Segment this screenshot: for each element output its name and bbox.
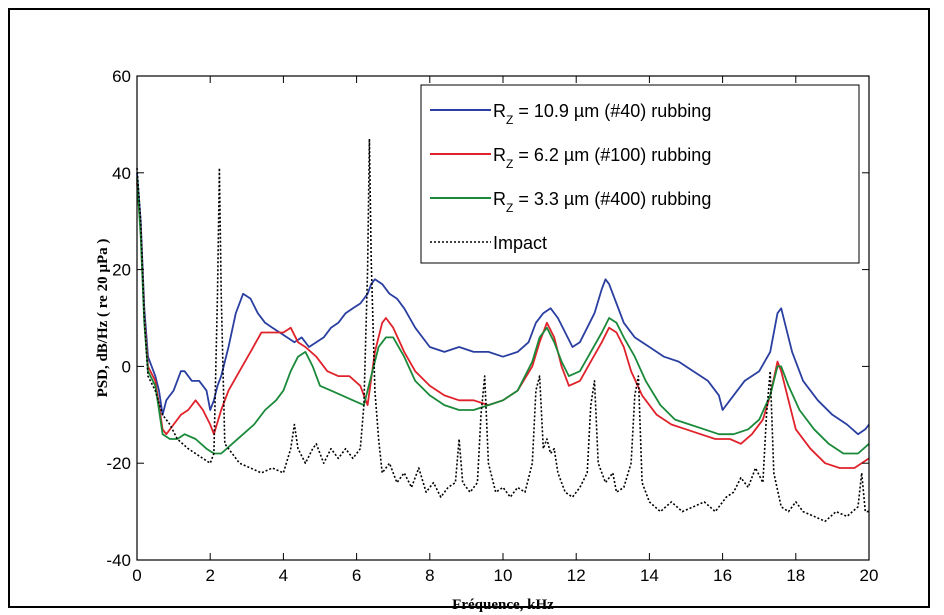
x-axis-label: Fréquence, kHz: [452, 597, 554, 613]
legend-label: RZ = 10.9 µm (#40) rubbing: [493, 101, 711, 127]
series-line-1: [136, 172, 870, 436]
x-tick-label: 18: [786, 566, 805, 585]
x-tick-label: 14: [640, 566, 659, 585]
legend: RZ = 10.9 µm (#40) rubbing RZ = 6.2 µm (#…: [420, 84, 860, 264]
x-tick-label: 20: [860, 566, 879, 585]
x-tick-label: 10: [494, 566, 513, 585]
legend-label: RZ = 6.2 µm (#100) rubbing: [493, 145, 711, 171]
series-line-3: [136, 177, 870, 455]
legend-label: RZ = 3.3 µm (#400) rubbing: [493, 189, 711, 215]
y-tick-label: 40: [112, 164, 131, 183]
x-tick-label: 0: [132, 566, 141, 585]
series-layer: [136, 138, 870, 523]
y-axis-label: PSD, dB/Hz ( re 20 µPa ): [95, 239, 111, 398]
axes-layer: 0 2 4 6 8 10 12 14 16 18 20 -40 -20 0 20 40 60: [106, 67, 878, 585]
x-tick-label: 12: [567, 566, 586, 585]
y-tick-label: 20: [112, 261, 131, 280]
series-line-4: [136, 138, 869, 523]
y-tick-label: 60: [112, 67, 131, 86]
series-line-2: [136, 182, 870, 469]
legend-box: [420, 84, 860, 264]
legend-label: Impact: [493, 233, 547, 253]
x-tick-label: 2: [205, 566, 214, 585]
x-tick-label: 16: [713, 566, 732, 585]
x-tick-label: 4: [279, 566, 288, 585]
y-tick-label: -20: [106, 454, 131, 473]
y-tick-label: 0: [122, 357, 131, 376]
x-tick-label: 6: [352, 566, 361, 585]
x-tick-label: 8: [425, 566, 434, 585]
y-tick-label: -40: [106, 551, 131, 570]
